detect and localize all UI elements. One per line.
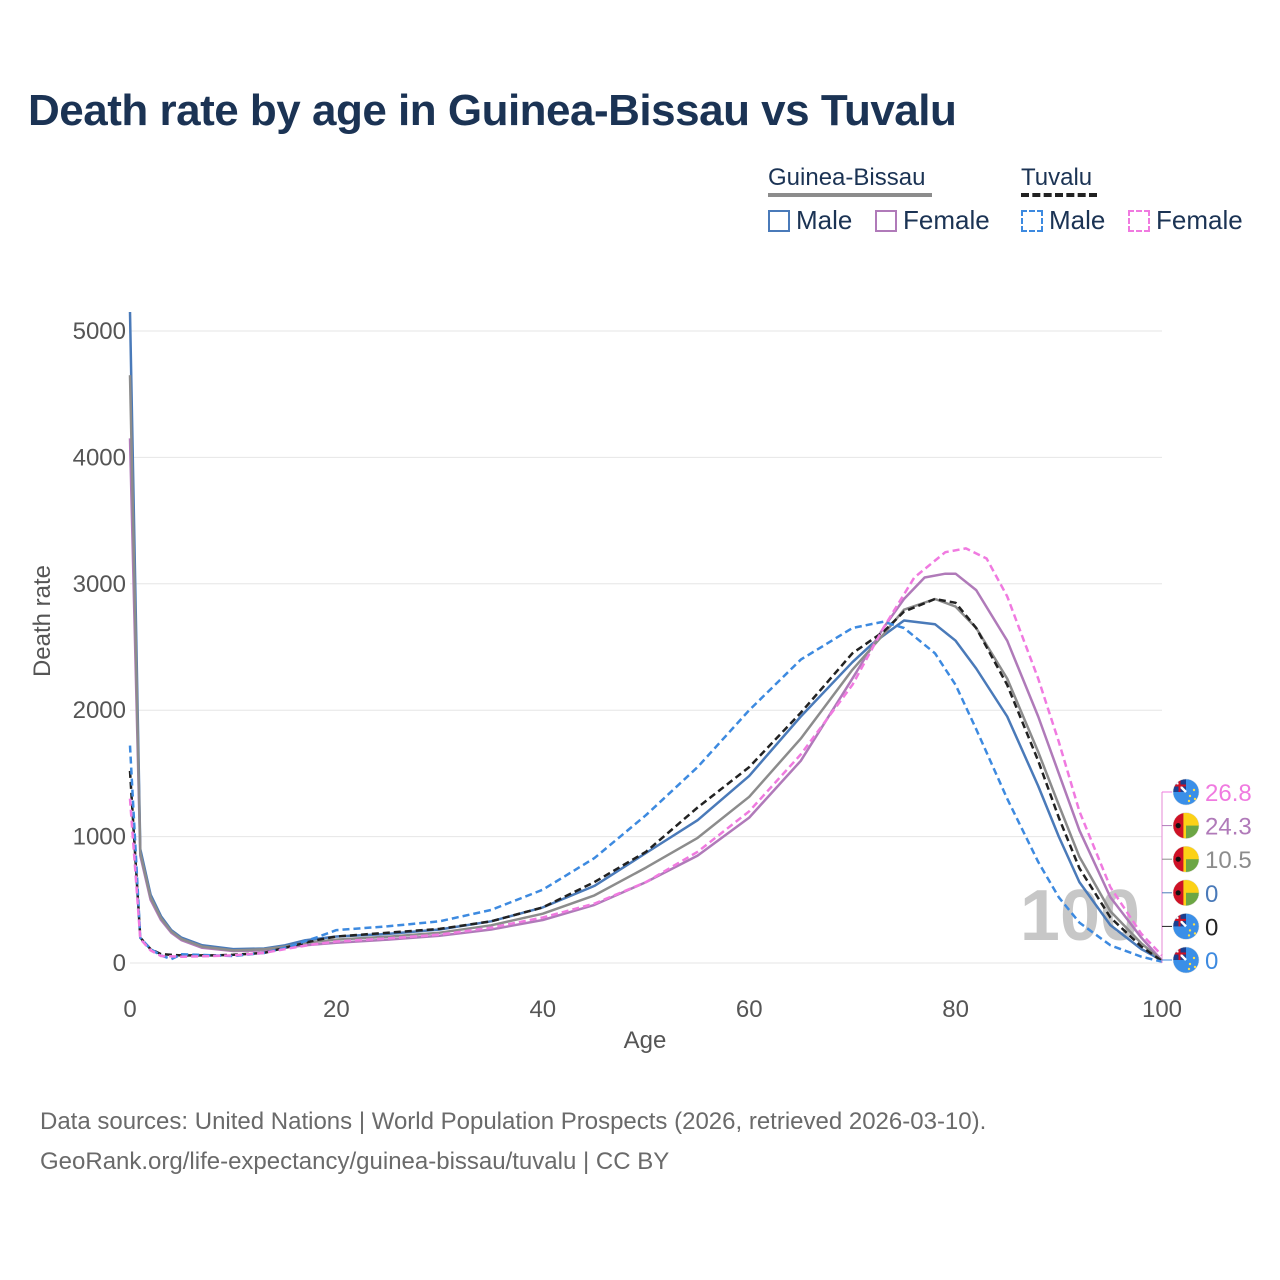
- legend-label: Male: [1049, 205, 1106, 235]
- end-label-value: 26.8: [1205, 780, 1252, 807]
- watermark-year: 100: [1020, 876, 1140, 956]
- x-tick-label: 40: [529, 996, 556, 1023]
- x-axis-label: Age: [624, 1027, 667, 1054]
- x-tick-label: 0: [123, 996, 136, 1023]
- series-line-tuvalu-total[interactable]: [128, 597, 1163, 963]
- y-axis-label: Death rate: [29, 565, 56, 677]
- legend-item-tuvalu-female[interactable]: Female: [1128, 205, 1243, 236]
- x-tick-label: 60: [736, 996, 763, 1023]
- end-label-value: 0: [1205, 914, 1218, 941]
- footer-sources: Data sources: United Nations | World Pop…: [40, 1108, 987, 1135]
- y-tick-label: 4000: [73, 444, 126, 471]
- end-label-value: 24.3: [1205, 814, 1252, 841]
- y-tick-label: 5000: [73, 318, 126, 345]
- legend-item-guinea-bissau-male[interactable]: Male: [768, 205, 852, 236]
- x-tick-label: 100: [1142, 996, 1182, 1023]
- series-line-guinea-bissau-total[interactable]: [128, 375, 1163, 962]
- legend-group-tuvalu-line: [1021, 193, 1097, 197]
- y-tick-label: 2000: [73, 697, 126, 724]
- guinea-bissau-flag-icon: [1172, 879, 1200, 907]
- y-tick-label: 3000: [73, 571, 126, 598]
- end-label: 0: [1162, 879, 1218, 908]
- end-label-value: 10.5: [1205, 847, 1252, 874]
- end-label: 26.8: [1162, 778, 1252, 807]
- tuvalu-flag-icon: [1172, 778, 1200, 806]
- legend-label: Female: [903, 205, 990, 235]
- footer-link[interactable]: GeoRank.org/life-expectancy/guinea-bissa…: [40, 1148, 670, 1175]
- legend-swatch-icon: [875, 209, 897, 232]
- series-line-tuvalu-female[interactable]: [128, 547, 1163, 958]
- x-tick-label: 80: [942, 996, 969, 1023]
- page-title: Death rate by age in Guinea-Bissau vs Tu…: [28, 86, 957, 135]
- legend-label: Male: [796, 205, 853, 235]
- guinea-bissau-flag-icon: [1172, 812, 1200, 839]
- legend-swatch-icon: [768, 209, 790, 232]
- legend-group-guinea-bissau[interactable]: Guinea-Bissau: [768, 164, 926, 191]
- end-label: 10.5: [1162, 845, 1252, 874]
- end-label: 0: [1162, 946, 1218, 975]
- end-label: 24.3: [1162, 812, 1252, 841]
- x-tick-label: 20: [323, 996, 350, 1023]
- legend-group-guinea-bissau-line: [768, 193, 932, 197]
- legend-group-tuvalu[interactable]: Tuvalu: [1021, 164, 1093, 191]
- tuvalu-flag-icon: [1172, 946, 1200, 974]
- series-line-guinea-bissau-male[interactable]: [128, 311, 1163, 962]
- end-label: 0: [1162, 913, 1218, 941]
- legend-swatch-icon: [1128, 209, 1150, 232]
- legend-item-guinea-bissau-female[interactable]: Female: [875, 205, 990, 236]
- guinea-bissau-flag-icon: [1172, 845, 1200, 873]
- tuvalu-flag-icon: [1172, 913, 1200, 940]
- end-label-value: 0: [1205, 881, 1218, 908]
- y-tick-label: 1000: [73, 824, 126, 851]
- end-label-value: 0: [1205, 948, 1218, 975]
- y-tick-label: 0: [113, 950, 126, 977]
- legend-swatch-icon: [1021, 209, 1043, 232]
- series-line-tuvalu-male[interactable]: [128, 620, 1163, 963]
- legend-item-tuvalu-male[interactable]: Male: [1021, 205, 1105, 236]
- legend-label: Female: [1156, 205, 1243, 235]
